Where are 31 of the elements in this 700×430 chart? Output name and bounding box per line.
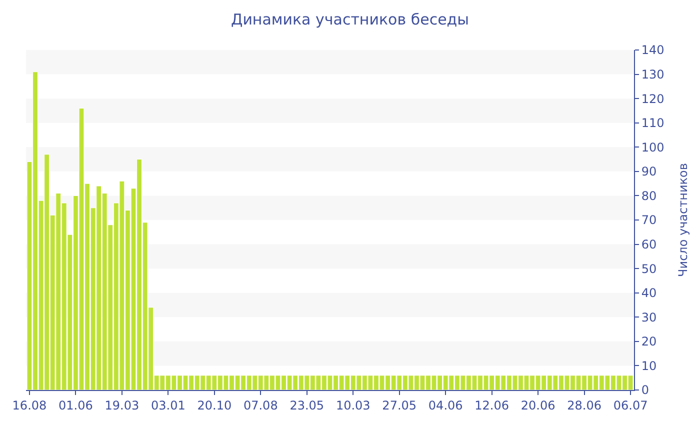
x-tick-label: 10.03 — [336, 398, 370, 412]
x-tick-label: 03.01 — [150, 398, 186, 412]
y-tick-label: 20 — [641, 334, 657, 349]
x-tick-label: 20.06 — [520, 398, 556, 412]
y-tick-label: 30 — [641, 310, 657, 324]
x-tick-label: 01.06 — [58, 398, 93, 412]
y-tick-label: 120 — [641, 92, 664, 106]
y-tick-label: 60 — [641, 237, 657, 252]
x-tick-label: 07.08 — [243, 398, 278, 412]
chart-title: Динамика участников беседы — [230, 10, 470, 29]
y-tick-label: 130 — [641, 67, 664, 82]
y-tick-label: 40 — [641, 286, 657, 300]
x-tick-label: 28.06 — [567, 398, 602, 412]
x-tick-label: 06.07 — [613, 398, 648, 412]
y-axis-title: Число участников — [676, 163, 690, 277]
y-tick-label: 50 — [641, 262, 657, 276]
x-tick-label: 23.05 — [290, 398, 324, 412]
y-tick-label: 80 — [641, 188, 657, 203]
y-tick-label: 110 — [641, 116, 664, 130]
y-tick-label: 0 — [641, 383, 650, 398]
y-tick-label: 140 — [641, 43, 664, 58]
x-tick-label: 16.08 — [12, 398, 47, 412]
y-tick-label: 100 — [641, 140, 664, 154]
x-tick-label: 12.06 — [474, 398, 510, 412]
y-tick-label: 90 — [641, 164, 657, 179]
x-tick-label: 27.05 — [382, 398, 417, 412]
y-tick-label: 70 — [641, 213, 657, 228]
x-tick-label: 19.03 — [104, 398, 140, 412]
y-tick-label: 10 — [641, 358, 657, 373]
x-tick-label: 20.10 — [197, 398, 232, 412]
x-tick-label: 04.06 — [428, 398, 463, 412]
